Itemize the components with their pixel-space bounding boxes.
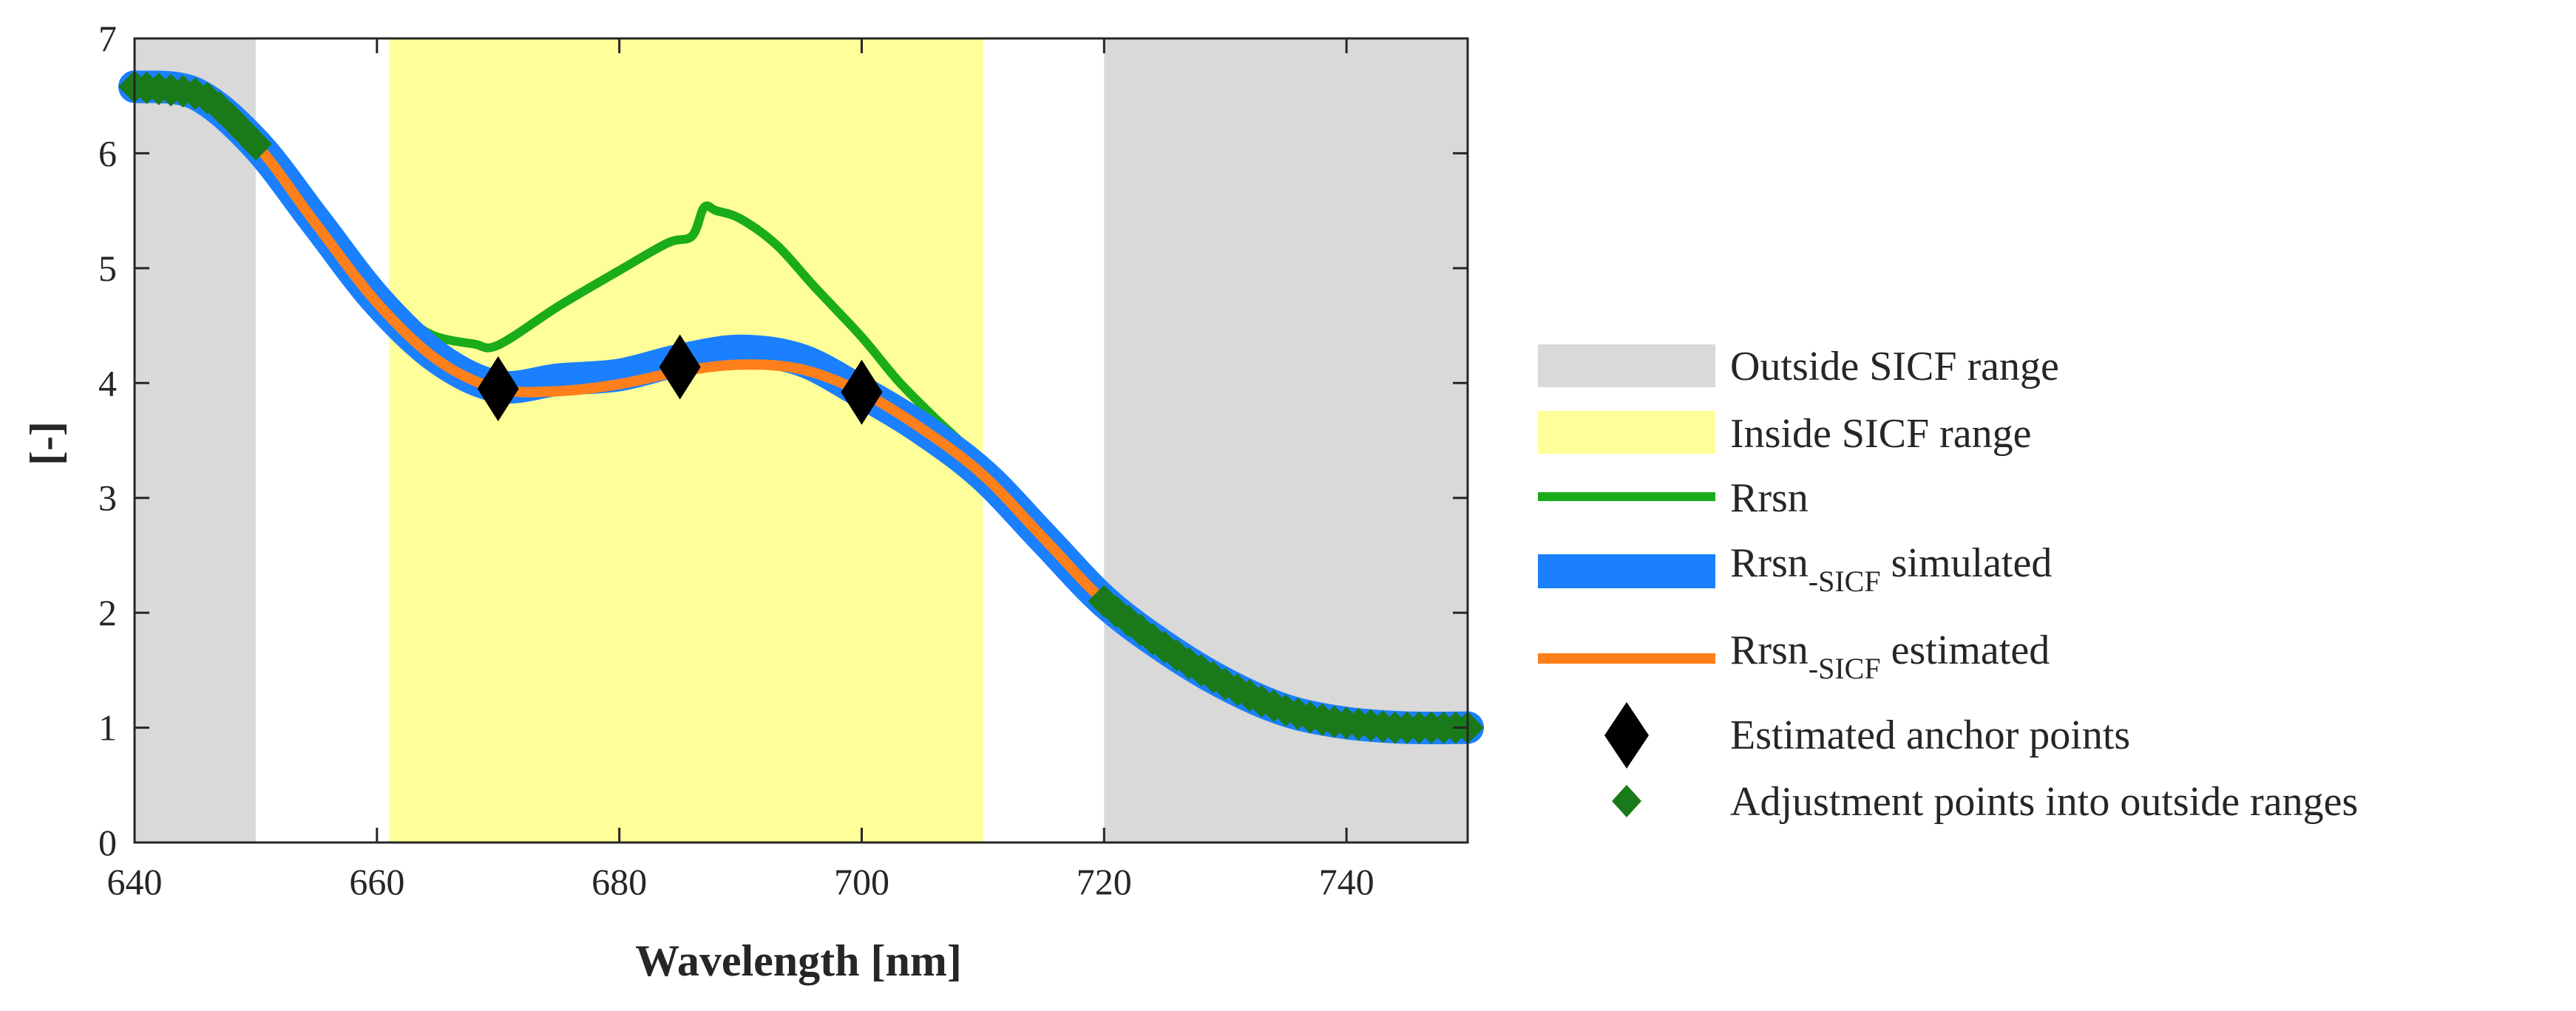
x-tick-label-740: 740 xyxy=(1319,861,1375,902)
axes: 640 660 680 700 720 740 0 1 2 3 4 5 6 7 xyxy=(98,18,1469,902)
plot-frame xyxy=(133,37,1469,844)
adjustment-point xyxy=(239,127,272,160)
legend-rrsn-label: Rrsn xyxy=(1730,475,1809,521)
x-tick-label-720: 720 xyxy=(1077,861,1132,902)
x-tick-label-700: 700 xyxy=(834,861,889,902)
x-tick-label-660: 660 xyxy=(349,861,404,902)
legend-inside-swatch xyxy=(1538,411,1715,454)
x-tick-label-680: 680 xyxy=(592,861,647,902)
y-tick-label-1: 1 xyxy=(98,707,117,749)
y-axis-title: [-] xyxy=(21,421,70,466)
y-tick-label-2: 2 xyxy=(98,592,117,633)
legend: Outside SICF range Inside SICF range Rrs… xyxy=(1538,344,2358,825)
legend-adjust-marker xyxy=(1612,785,1641,817)
y-tick-label-4: 4 xyxy=(98,362,117,404)
anchor-point-685 xyxy=(659,334,701,400)
y-tick-label-7: 7 xyxy=(98,18,117,59)
legend-estimated-label: Rrsn-SICF estimated xyxy=(1730,627,2050,685)
legend-estimated-suffix: estimated xyxy=(1881,627,2050,673)
legend-anchor-label: Estimated anchor points xyxy=(1730,712,2130,758)
y-tick-label-0: 0 xyxy=(98,822,117,863)
legend-simulated-base: Rrsn xyxy=(1730,540,1809,586)
legend-estimated-sub: -SICF xyxy=(1809,652,1881,685)
region-inside-1 xyxy=(389,38,983,842)
legend-outside-label: Outside SICF range xyxy=(1730,344,2059,389)
legend-inside-label: Inside SICF range xyxy=(1730,411,2032,457)
legend-simulated-swatch xyxy=(1538,554,1715,588)
region-bands xyxy=(135,38,1468,842)
y-tick-label-3: 3 xyxy=(98,477,117,519)
x-tick-label-640: 640 xyxy=(107,861,163,902)
legend-outside-swatch xyxy=(1538,344,1715,387)
legend-adjust-label: Adjustment points into outside ranges xyxy=(1730,779,2358,825)
region-outside-0 xyxy=(135,38,256,842)
x-axis-title: Wavelength [nm] xyxy=(635,936,962,985)
legend-simulated-suffix: simulated xyxy=(1881,540,2053,586)
legend-estimated-base: Rrsn xyxy=(1730,627,1809,673)
markers-layer xyxy=(118,70,1484,744)
y-tick-label-6: 6 xyxy=(98,132,117,174)
anchor-point-670 xyxy=(477,356,519,422)
legend-anchor-marker xyxy=(1604,702,1649,769)
anchor-point-700 xyxy=(841,359,883,425)
y-tick-label-5: 5 xyxy=(98,248,117,289)
legend-simulated-sub: -SICF xyxy=(1809,565,1881,598)
legend-simulated-label: Rrsn-SICF simulated xyxy=(1730,540,2052,598)
